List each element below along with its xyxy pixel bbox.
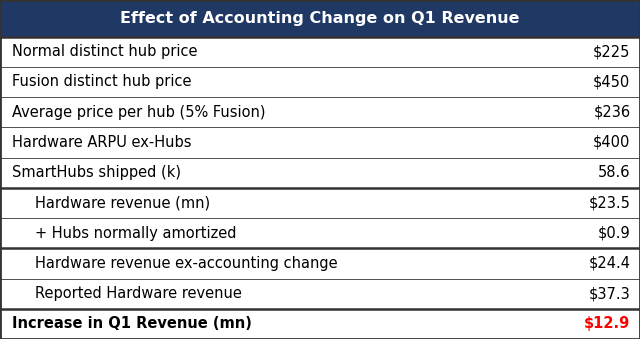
Text: $400: $400 — [593, 135, 630, 150]
Text: Increase in Q1 Revenue (mn): Increase in Q1 Revenue (mn) — [12, 316, 252, 332]
Text: 58.6: 58.6 — [598, 165, 630, 180]
Text: Average price per hub (5% Fusion): Average price per hub (5% Fusion) — [12, 105, 265, 120]
Text: $225: $225 — [593, 44, 630, 59]
Text: $0.9: $0.9 — [598, 226, 630, 241]
Bar — [0, 67, 640, 97]
Text: Hardware revenue ex-accounting change: Hardware revenue ex-accounting change — [35, 256, 338, 271]
Bar — [0, 127, 640, 158]
Text: Reported Hardware revenue: Reported Hardware revenue — [35, 286, 242, 301]
Text: SmartHubs shipped (k): SmartHubs shipped (k) — [12, 165, 180, 180]
Text: Hardware revenue (mn): Hardware revenue (mn) — [35, 195, 211, 211]
Bar — [0, 37, 640, 67]
Text: Effect of Accounting Change on Q1 Revenue: Effect of Accounting Change on Q1 Revenu… — [120, 11, 520, 26]
Text: Fusion distinct hub price: Fusion distinct hub price — [12, 75, 191, 89]
Text: Normal distinct hub price: Normal distinct hub price — [12, 44, 197, 59]
Bar — [0, 158, 640, 188]
Bar — [0, 97, 640, 127]
Text: $12.9: $12.9 — [584, 316, 630, 332]
Text: $23.5: $23.5 — [589, 195, 630, 211]
Bar — [0, 248, 640, 279]
Bar — [0, 218, 640, 248]
Bar — [0, 279, 640, 309]
Text: $24.4: $24.4 — [588, 256, 630, 271]
Text: Hardware ARPU ex-Hubs: Hardware ARPU ex-Hubs — [12, 135, 191, 150]
Text: $37.3: $37.3 — [589, 286, 630, 301]
Text: $450: $450 — [593, 75, 630, 89]
Text: $236: $236 — [593, 105, 630, 120]
Bar — [0, 188, 640, 218]
Text: + Hubs normally amortized: + Hubs normally amortized — [35, 226, 237, 241]
Bar — [0, 309, 640, 339]
Bar — [0, 0, 640, 37]
